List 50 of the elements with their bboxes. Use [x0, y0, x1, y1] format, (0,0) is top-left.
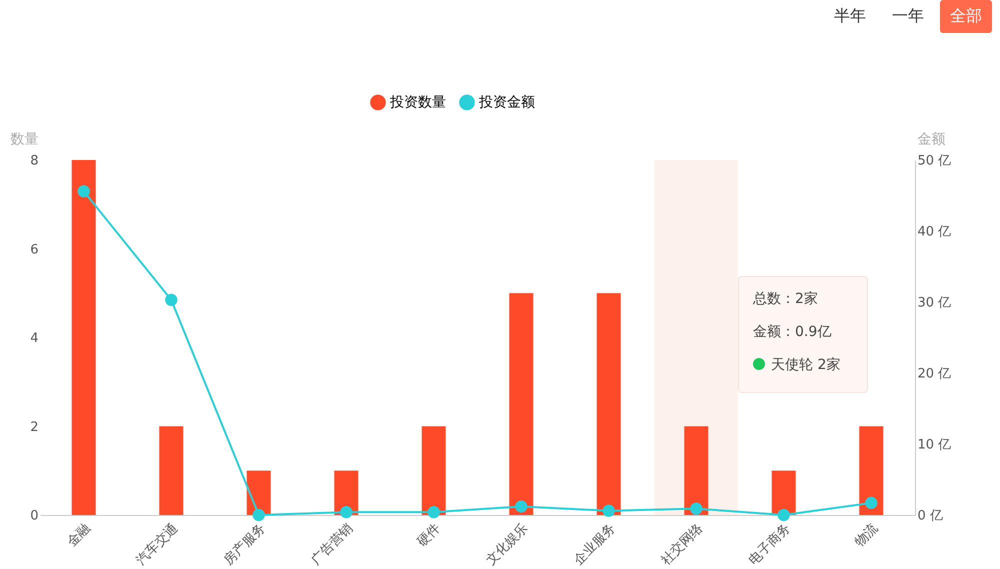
y2-tick-label: 0 亿 — [918, 508, 943, 524]
text: 一年 — [891, 5, 925, 27]
point — [428, 506, 440, 518]
x-tick-label: 企业服务 — [571, 520, 619, 568]
y-tick-label: 6 — [30, 242, 38, 258]
annotation: 总数：2家 — [753, 290, 819, 309]
point — [252, 508, 265, 522]
bar — [422, 426, 446, 515]
bar — [72, 160, 96, 515]
bar — [509, 293, 534, 515]
x-tick-label: 文化娱乐 — [484, 520, 532, 568]
y2-tick-label: 30 亿 — [918, 296, 952, 310]
point — [602, 504, 615, 517]
x-tick-label: 硬件 — [414, 520, 444, 550]
y-axis-title: 数量 — [10, 132, 38, 148]
x-tick-label: 广告营销 — [308, 520, 356, 568]
bar — [596, 293, 621, 515]
bar — [772, 470, 796, 515]
bar — [859, 426, 884, 515]
point — [690, 502, 702, 515]
y2-tick-label: 20 亿 — [918, 366, 952, 382]
y-tick-label: 4 — [30, 331, 38, 346]
point — [78, 185, 90, 198]
y2-tick-label: 40 亿 — [918, 224, 952, 240]
x-tick-label: 物流 — [851, 520, 882, 550]
legend-label: 投资金额 — [478, 94, 535, 110]
y-tick-label: 2 — [30, 420, 38, 435]
point — [778, 508, 790, 522]
point — [865, 496, 878, 510]
x-tick-label: 汽车交通 — [133, 520, 182, 568]
x-tick-label: 电子商务 — [746, 520, 794, 568]
y2-tick-label: 50 亿 — [918, 154, 952, 168]
bar — [159, 426, 184, 515]
y2-tick-label: 10 亿 — [918, 438, 952, 452]
tooltip: 总数：2家 金额：0.9亿 天使轮 2家 — [738, 276, 868, 393]
y-tick-label: 0 — [30, 508, 38, 524]
x-tick-label: 金融 — [64, 520, 94, 550]
point — [165, 294, 178, 306]
bar — [684, 426, 708, 515]
x-tick-label: 社交网络 — [658, 520, 706, 568]
annotation: 金额：0.9亿 — [753, 323, 832, 342]
y2-axis-title: 金额 — [918, 132, 946, 148]
text: 全部 — [940, 0, 992, 33]
point — [340, 506, 352, 518]
point — [515, 500, 528, 513]
legend-label: 投资数量 — [389, 94, 446, 110]
x-tick-label: 房产服务 — [220, 520, 269, 568]
annotation: 天使轮 2家 — [770, 356, 842, 375]
text: 半年 — [833, 5, 867, 27]
y-tick-label: 8 — [30, 154, 38, 168]
